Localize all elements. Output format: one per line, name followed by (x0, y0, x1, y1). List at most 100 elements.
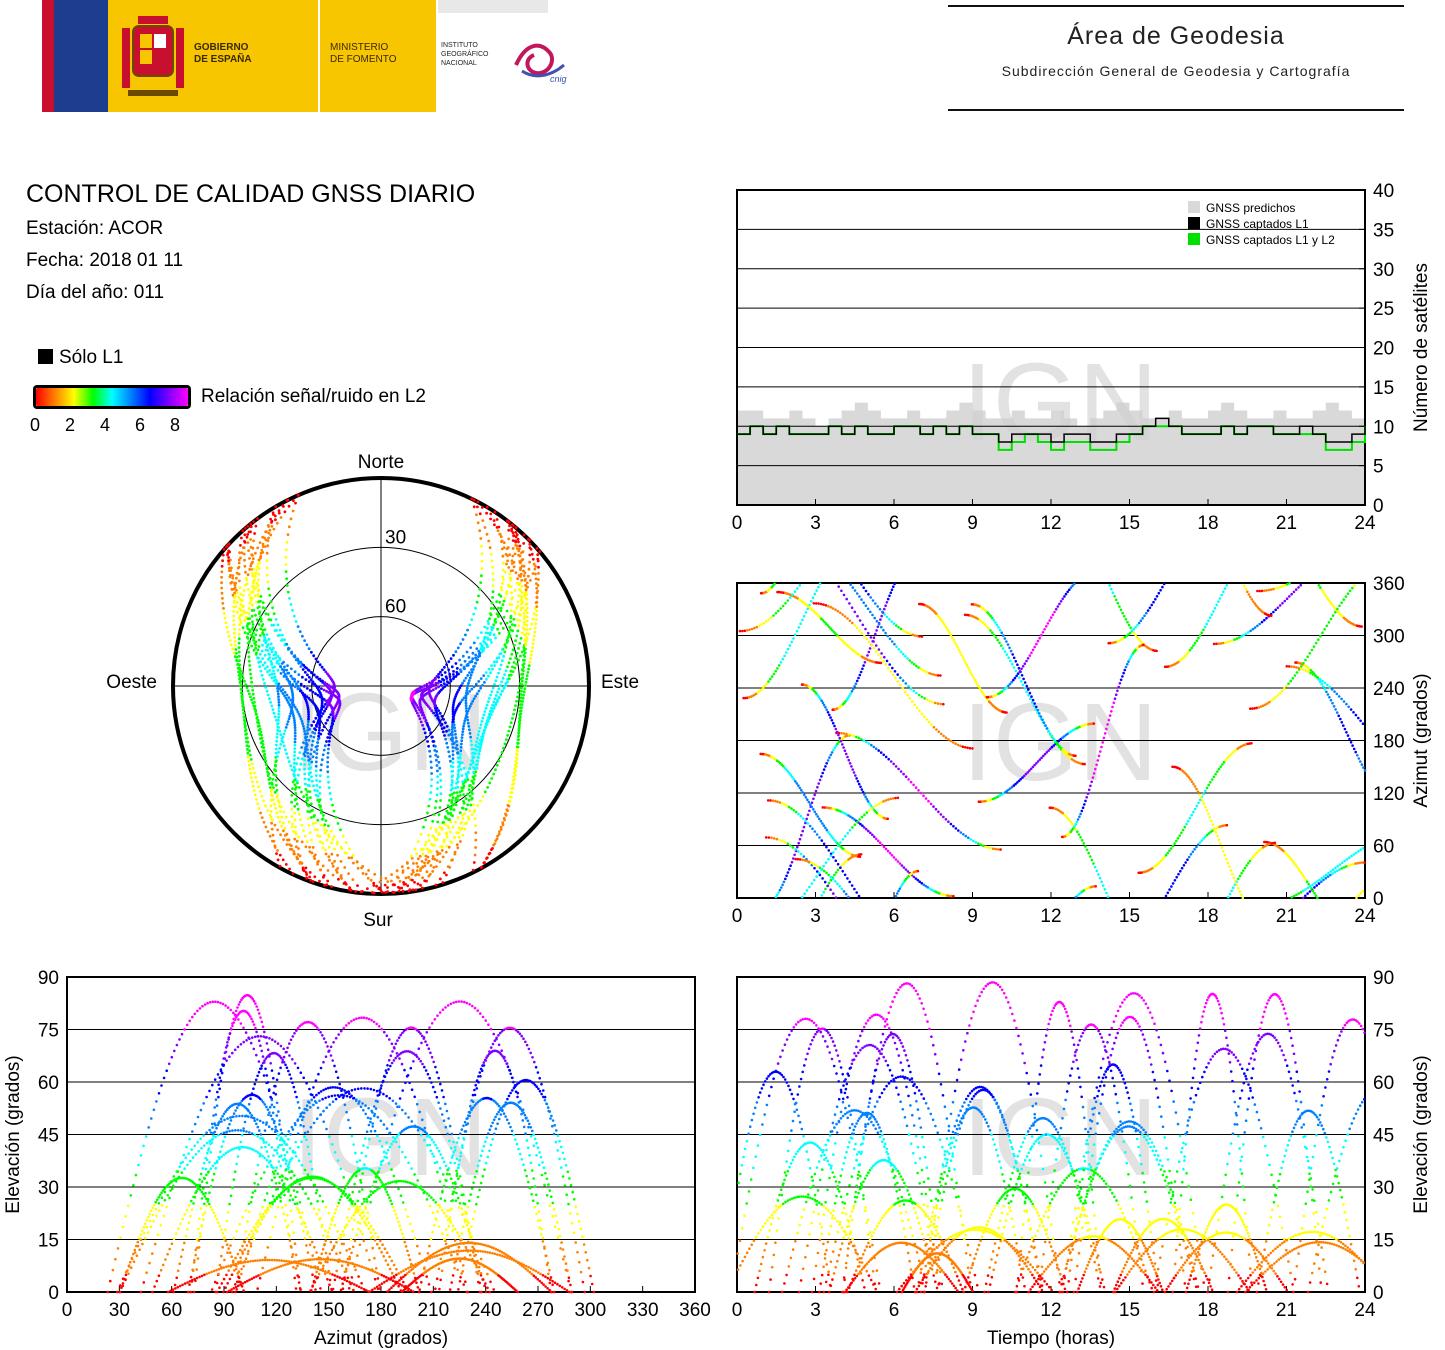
track-point (525, 619, 529, 623)
track-point (827, 881, 831, 885)
track-point (324, 670, 328, 674)
track-point (255, 568, 259, 572)
report-title: CONTROL DE CALIDAD GNSS DIARIO (26, 180, 476, 208)
track-point (1043, 752, 1047, 756)
track-point (257, 588, 261, 592)
track-point (445, 677, 449, 680)
track-point (517, 734, 521, 738)
track-point (837, 733, 840, 737)
track-point (923, 697, 926, 700)
track-point (1330, 688, 1334, 691)
track-point (1295, 893, 1298, 897)
track-point (951, 636, 954, 639)
x-tick-label: 360 (679, 1300, 711, 1321)
track-point (470, 813, 474, 816)
track-point (1361, 722, 1365, 725)
track-point (1334, 708, 1337, 711)
track-point (836, 609, 840, 613)
track-point (486, 631, 490, 635)
track-point (804, 796, 808, 799)
track-point (519, 572, 523, 576)
track-point (304, 787, 308, 791)
track-point (884, 604, 887, 607)
track-point (480, 631, 483, 634)
track-point (222, 607, 225, 610)
track-point (1200, 839, 1204, 842)
track-point (295, 797, 298, 801)
track-point (339, 828, 342, 832)
track-point (239, 679, 243, 683)
track-point (1116, 601, 1120, 605)
track-point (829, 878, 833, 882)
track-point (439, 683, 443, 687)
track-point (257, 567, 261, 570)
track-point (274, 505, 278, 508)
track-point (469, 735, 472, 739)
track-point (440, 714, 444, 718)
track-point (906, 870, 910, 873)
track-point (1258, 589, 1261, 593)
track-point (501, 626, 505, 630)
track-point (480, 544, 483, 548)
y-tick-label: 60 (38, 1073, 59, 1094)
track-point (315, 779, 318, 782)
track-point (475, 759, 479, 763)
track-point (241, 599, 244, 602)
track-point (901, 883, 904, 886)
track-point (293, 740, 297, 744)
track-point (457, 764, 461, 768)
track-point (501, 648, 504, 652)
track-point (892, 585, 895, 588)
legend-swatch (1188, 233, 1200, 245)
track-point (303, 730, 306, 733)
track-point (513, 708, 516, 712)
track-point (1240, 635, 1243, 638)
track-point (522, 542, 526, 545)
track-point (512, 661, 516, 664)
track-point (462, 696, 466, 700)
y-axis-label: Elevación (grados) (3, 1055, 24, 1213)
track-point (1209, 781, 1212, 784)
track-point (242, 552, 246, 556)
track-point (315, 725, 318, 728)
track-point (904, 655, 907, 658)
track-point (495, 763, 499, 767)
track-point (491, 565, 495, 569)
track-point (325, 740, 328, 743)
track-point (255, 565, 259, 568)
track-point (454, 732, 457, 736)
track-point (1337, 714, 1340, 718)
track-point (319, 708, 323, 712)
track-point (501, 561, 505, 565)
track-point (1294, 588, 1298, 591)
track-point (513, 644, 516, 647)
track-point (776, 800, 779, 803)
track-point (256, 546, 260, 550)
track-point (304, 738, 308, 742)
track-point (932, 805, 935, 808)
track-point (300, 746, 303, 749)
track-point (912, 689, 916, 693)
track-point (781, 839, 784, 843)
track-point (790, 860, 794, 864)
x-tick-label: 18 (1197, 906, 1218, 927)
track-point (450, 783, 453, 787)
track-point (252, 789, 256, 792)
track-point (459, 840, 462, 843)
track-point (286, 756, 290, 759)
track-point (256, 718, 260, 722)
track-point (432, 740, 436, 743)
track-point (445, 873, 448, 877)
track-point (285, 668, 289, 672)
track-point (516, 749, 520, 753)
track-point (261, 678, 265, 681)
track-point (280, 633, 284, 637)
track-point (879, 661, 883, 665)
track-point (1192, 644, 1195, 647)
track-point (894, 796, 897, 800)
track-point (1215, 603, 1218, 607)
track-point (858, 818, 861, 821)
track-point (1027, 694, 1030, 697)
track-point (934, 807, 938, 811)
track-point (855, 820, 859, 824)
